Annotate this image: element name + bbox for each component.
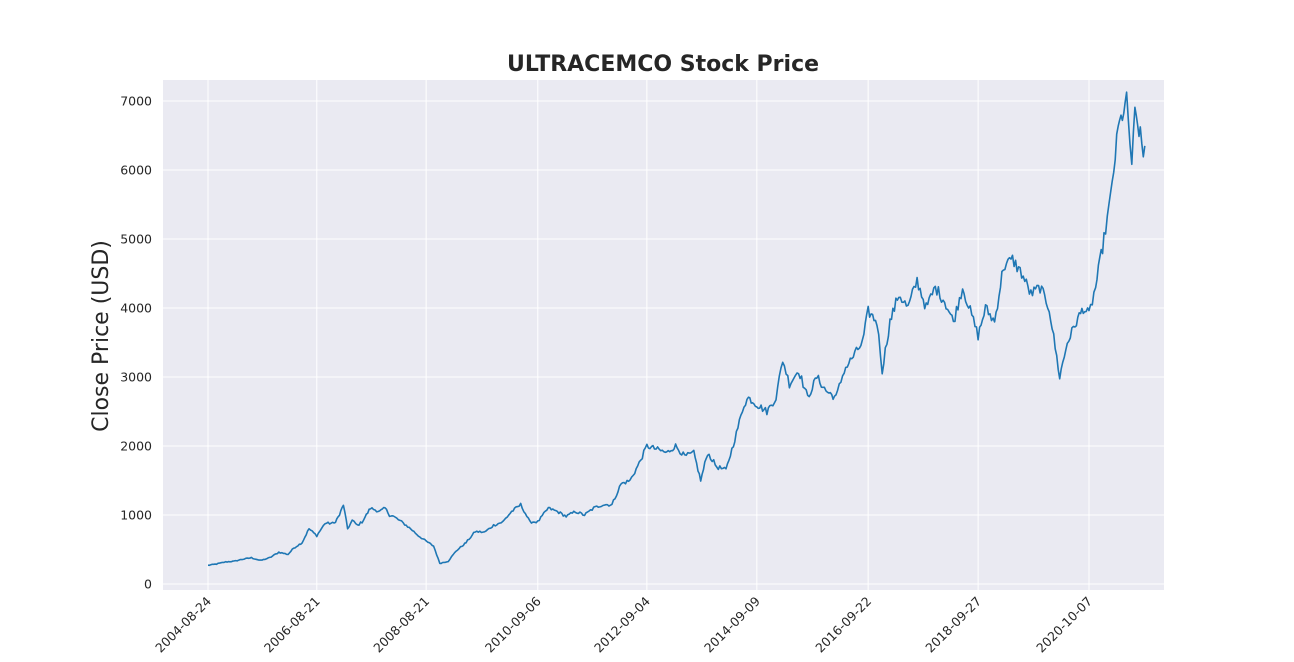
- y-tick-label: 5000: [120, 232, 152, 247]
- y-axis-label: Close Price (USD): [89, 240, 114, 432]
- x-tick-label: 2018-09-27: [922, 594, 984, 656]
- x-tick-label: 2008-08-21: [370, 594, 432, 656]
- x-tick-label: 2006-08-21: [261, 594, 323, 656]
- y-tick-label: 3000: [120, 370, 152, 385]
- series-line-0: [207, 91, 1146, 567]
- x-tick-label: 2010-09-06: [482, 593, 544, 655]
- series-group: [207, 91, 1146, 567]
- y-tick-label: 6000: [120, 163, 152, 178]
- y-tick-label: 4000: [120, 301, 152, 316]
- y-tick-label: 0: [144, 577, 152, 592]
- plot-area: [163, 80, 1164, 590]
- x-tick-label: 2012-09-04: [591, 593, 653, 655]
- x-tick-label: 2020-10-07: [1033, 594, 1095, 656]
- x-tick-label: 2004-08-24: [152, 593, 214, 655]
- grid: [163, 80, 1164, 590]
- chart-title: ULTRACEMCO Stock Price: [507, 52, 819, 77]
- y-tick-label: 7000: [120, 94, 152, 109]
- y-tick-labels: 0 1000 2000 3000 4000 5000 6000 7000: [120, 94, 152, 592]
- x-tick-labels: 2004-08-24 2006-08-21 2008-08-21 2010-09-06…: [152, 593, 1095, 655]
- y-tick-label: 1000: [120, 508, 152, 523]
- y-tick-label: 2000: [120, 439, 152, 454]
- x-tick-label: 2016-09-22: [812, 594, 874, 656]
- x-tick-label: 2014-09-09: [701, 593, 763, 655]
